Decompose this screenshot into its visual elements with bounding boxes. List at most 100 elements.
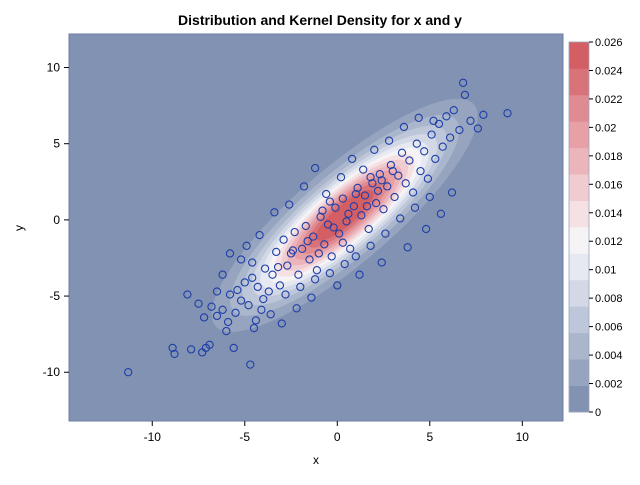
data-point bbox=[377, 258, 386, 267]
data-point bbox=[316, 212, 325, 221]
data-point bbox=[281, 290, 290, 299]
data-point bbox=[396, 214, 405, 223]
data-point bbox=[244, 301, 253, 310]
data-point bbox=[368, 179, 377, 188]
data-point bbox=[292, 304, 301, 313]
data-point bbox=[414, 113, 423, 122]
data-point bbox=[249, 323, 259, 333]
data-point bbox=[242, 241, 251, 250]
data-point bbox=[183, 290, 192, 299]
data-point bbox=[277, 319, 286, 328]
data-point bbox=[429, 116, 438, 125]
data-point bbox=[320, 240, 329, 249]
data-point bbox=[503, 109, 512, 118]
data-point bbox=[442, 112, 451, 121]
data-point bbox=[273, 262, 283, 272]
colorbar-swatch bbox=[569, 147, 589, 175]
data-point bbox=[318, 206, 327, 215]
data-point bbox=[207, 302, 216, 311]
data-point bbox=[447, 188, 457, 197]
plot-area bbox=[68, 33, 564, 422]
colorbar-swatch bbox=[569, 332, 589, 360]
data-point bbox=[285, 200, 294, 209]
data-point bbox=[355, 270, 364, 279]
data-point bbox=[236, 255, 246, 264]
data-point bbox=[397, 148, 407, 157]
data-point bbox=[421, 224, 431, 234]
data-point bbox=[436, 209, 446, 218]
data-point bbox=[268, 270, 277, 279]
data-point bbox=[307, 293, 316, 302]
data-point bbox=[449, 106, 458, 115]
data-point bbox=[438, 142, 447, 151]
data-point bbox=[390, 192, 399, 202]
data-point bbox=[248, 258, 257, 267]
data-point bbox=[399, 122, 409, 132]
data-point bbox=[240, 278, 249, 287]
data-point bbox=[351, 252, 360, 261]
y-tick-label: 5 bbox=[53, 137, 60, 151]
data-point bbox=[373, 186, 383, 196]
data-point bbox=[186, 345, 196, 354]
data-point bbox=[333, 281, 342, 290]
data-point bbox=[458, 78, 468, 87]
data-point bbox=[325, 197, 335, 206]
data-point bbox=[360, 191, 370, 200]
data-point bbox=[225, 290, 235, 299]
colorbar-label: 0.004 bbox=[595, 350, 623, 362]
data-point bbox=[383, 182, 392, 191]
data-point bbox=[466, 116, 475, 125]
data-point bbox=[301, 221, 310, 231]
data-point bbox=[309, 232, 318, 241]
data-point bbox=[275, 281, 285, 290]
data-point bbox=[218, 305, 227, 314]
density-colorbar: 0 0.002 0.004 0.006 0.008 0.01 0.012 0.014 0.016… bbox=[568, 37, 623, 419]
data-point bbox=[410, 203, 420, 212]
data-point bbox=[290, 227, 299, 237]
data-point bbox=[231, 308, 240, 317]
data-point bbox=[412, 139, 421, 148]
data-point bbox=[479, 110, 488, 119]
colorbar-label: 0 bbox=[595, 407, 601, 419]
chart-title: Distribution and Kernel Density for x an… bbox=[178, 12, 462, 28]
data-point bbox=[205, 340, 214, 349]
data-point bbox=[381, 229, 390, 238]
colorbar-label: 0.02 bbox=[595, 122, 616, 134]
colorbar-swatch bbox=[569, 42, 589, 69]
data-point bbox=[366, 241, 375, 250]
data-point bbox=[357, 211, 366, 220]
data-point bbox=[362, 202, 372, 211]
data-point bbox=[251, 316, 261, 325]
data-point bbox=[416, 166, 425, 176]
data-point bbox=[375, 170, 384, 179]
data-point bbox=[473, 124, 483, 133]
data-point bbox=[338, 238, 347, 247]
data-point bbox=[325, 269, 335, 278]
x-axis-title: x bbox=[313, 453, 319, 467]
data-point bbox=[212, 311, 222, 321]
data-point bbox=[314, 249, 323, 258]
data-point bbox=[460, 90, 470, 100]
data-point bbox=[194, 299, 203, 308]
data-point bbox=[346, 244, 355, 253]
data-point bbox=[297, 244, 307, 253]
data-point bbox=[305, 255, 314, 264]
colorbar-swatch bbox=[569, 253, 589, 281]
data-point bbox=[338, 194, 347, 203]
data-point bbox=[168, 343, 177, 353]
colorbar-swatch bbox=[569, 200, 589, 228]
data-point bbox=[370, 145, 379, 154]
data-point bbox=[223, 317, 233, 327]
colorbar-label: 0.024 bbox=[595, 65, 623, 77]
data-point bbox=[260, 264, 270, 273]
data-point bbox=[327, 252, 336, 261]
data-point bbox=[255, 230, 264, 240]
colorbar-label: 0.016 bbox=[595, 179, 623, 191]
colorbar-swatch bbox=[569, 174, 589, 201]
data-point bbox=[322, 189, 331, 199]
data-point bbox=[388, 166, 397, 176]
data-point bbox=[264, 287, 273, 296]
data-point bbox=[296, 282, 305, 292]
data-point bbox=[359, 165, 368, 174]
data-point bbox=[299, 182, 309, 191]
